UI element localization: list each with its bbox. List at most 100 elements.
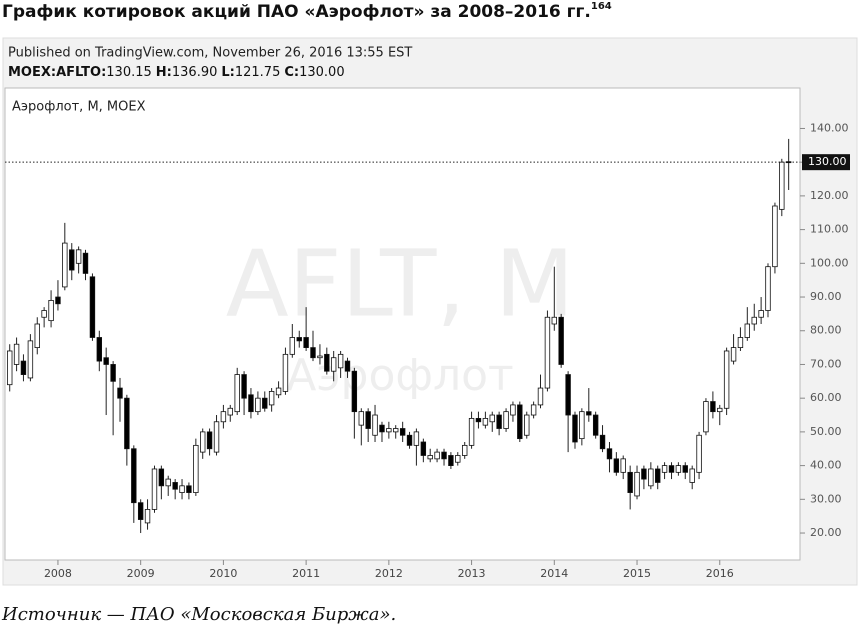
candle-body — [48, 299, 54, 322]
candle-body — [7, 350, 13, 386]
candle-body — [137, 502, 144, 520]
candle-body — [579, 411, 585, 440]
x-tick-label: 2010 — [209, 567, 237, 580]
candle-body — [682, 465, 688, 473]
y-tick-label: 80.00 — [810, 324, 842, 337]
candle-body — [165, 478, 171, 487]
x-tick-label: 2016 — [706, 567, 734, 580]
candle-body — [489, 414, 495, 423]
y-tick-label: 40.00 — [810, 459, 842, 472]
candle-body — [537, 387, 544, 406]
footnote-mark: 164 — [591, 1, 612, 12]
candle-body — [200, 431, 206, 453]
candle-body — [517, 404, 523, 440]
candle-body — [255, 397, 261, 413]
y-tick-label: 120.00 — [810, 189, 849, 202]
ohlc-value: 130.15 — [106, 65, 152, 80]
ohlc-label: C: — [284, 65, 299, 80]
x-tick-label: 2015 — [623, 567, 651, 580]
x-tick-label: 2011 — [292, 567, 320, 580]
candle-body — [751, 316, 757, 325]
x-tick-label: 2009 — [127, 567, 155, 580]
candle-body — [62, 242, 68, 288]
candle-body — [172, 482, 178, 490]
candle-body — [406, 434, 413, 446]
candle-body — [41, 310, 47, 318]
candle-body — [27, 340, 34, 379]
candle-body — [117, 387, 123, 399]
candle-body — [289, 337, 296, 355]
candle-body — [330, 357, 337, 372]
candle-body — [551, 316, 558, 325]
candle-body — [434, 451, 440, 460]
candle-body — [365, 411, 371, 429]
ohlc-label: MOEX:AFLTO: — [8, 65, 106, 80]
candle-body — [151, 468, 158, 510]
candle-body — [441, 451, 447, 460]
candle-body — [241, 374, 247, 399]
candle-body — [503, 411, 509, 429]
candle-body — [234, 374, 240, 413]
candle-body — [496, 414, 502, 429]
candle-body — [744, 323, 751, 338]
candle-body — [785, 161, 792, 164]
candle-body — [358, 411, 365, 426]
candle-body — [55, 296, 61, 305]
candle-body — [772, 205, 778, 268]
candle-body — [462, 444, 468, 456]
candle-body — [730, 347, 737, 362]
ohlc-header: MOEX:AFLTO:130.15 H:136.90 L:121.75 C:130.0… — [8, 65, 345, 80]
candle-body — [558, 316, 564, 365]
candle-body — [372, 414, 378, 436]
y-tick-label: 140.00 — [810, 121, 849, 134]
candle-body — [262, 397, 268, 409]
candle-body — [530, 404, 537, 416]
ohlc-label: L: — [221, 65, 234, 80]
plot-area — [4, 87, 801, 561]
candle-body — [696, 434, 702, 473]
published-note: Published on TradingView.com, November 2… — [8, 46, 412, 61]
candle-body — [248, 394, 254, 413]
candle-body — [420, 441, 427, 456]
candle-body — [227, 407, 233, 416]
candle-body — [427, 455, 433, 460]
candle-body — [661, 465, 668, 473]
figure-title: График котировок акций ПАО «Аэрофлот» за… — [2, 1, 612, 22]
title-text: График котировок акций ПАО «Аэрофлот» за… — [2, 2, 591, 22]
candle-body — [413, 431, 420, 446]
candle-body — [592, 414, 599, 436]
y-tick-label: 90.00 — [810, 290, 842, 303]
candle-body — [303, 337, 309, 349]
candle-body — [144, 509, 151, 524]
x-tick-label: 2013 — [458, 567, 486, 580]
candle-body — [110, 364, 116, 382]
candle-body — [544, 316, 551, 389]
candle-body — [468, 417, 475, 446]
candle-body — [765, 266, 771, 311]
y-tick-label: 30.00 — [810, 492, 842, 505]
x-tick-label: 2014 — [540, 567, 568, 580]
legend: Аэрофлот, M, MOEX — [12, 100, 146, 115]
candle-body — [282, 353, 289, 392]
candle-body — [758, 310, 764, 318]
x-tick-label: 2008 — [44, 567, 72, 580]
ohlc-value: 121.75 — [235, 65, 281, 80]
ohlc-value: 136.90 — [172, 65, 218, 80]
ohlc-value: 130.00 — [299, 65, 345, 80]
candle-body — [641, 468, 647, 480]
y-tick-label: 50.00 — [810, 425, 842, 438]
candle-body — [131, 448, 137, 504]
candle-body — [337, 353, 344, 369]
candle-body — [455, 455, 461, 463]
candle-body — [34, 323, 40, 349]
candle-body — [379, 424, 385, 433]
candle-body — [386, 428, 392, 433]
candle-body — [620, 458, 626, 473]
candle-body — [158, 468, 165, 487]
candle-body — [324, 353, 330, 372]
candle-body — [206, 431, 213, 450]
candle-body — [124, 397, 130, 450]
candle-body — [703, 401, 709, 433]
